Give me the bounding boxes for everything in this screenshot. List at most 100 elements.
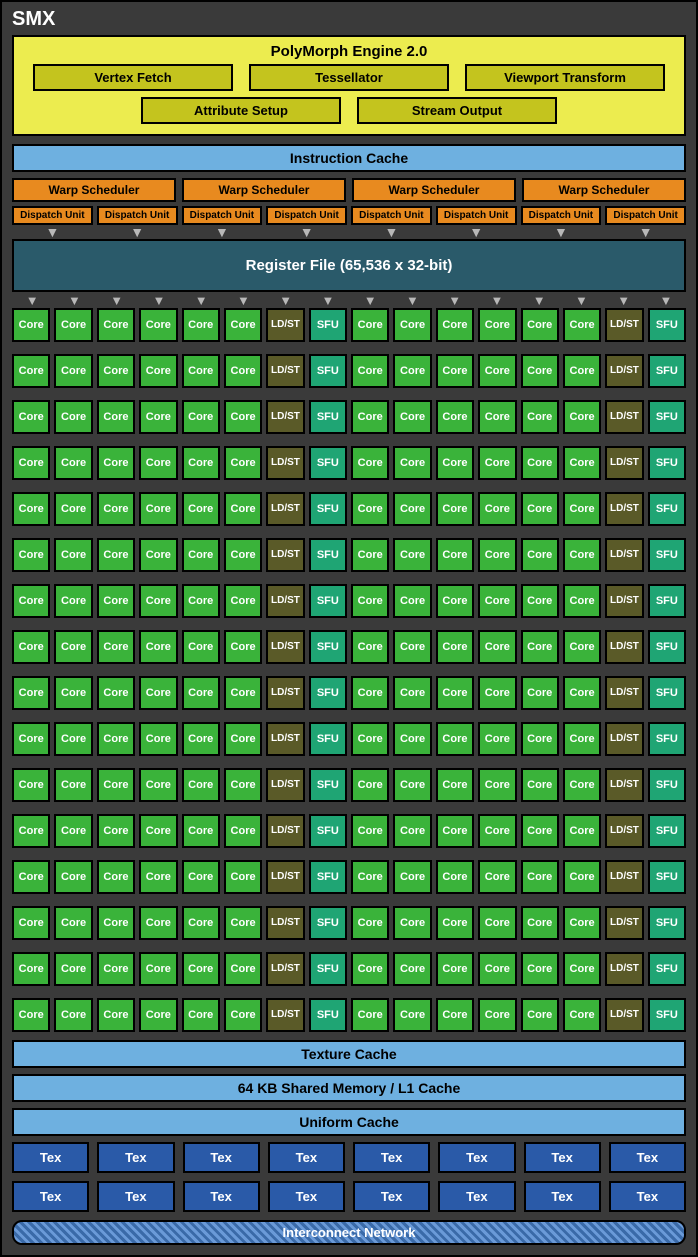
core-unit: Core <box>436 630 474 664</box>
core-unit: Core <box>139 906 177 940</box>
core-unit: Core <box>436 584 474 618</box>
core-unit: Core <box>12 400 50 434</box>
core-unit: Core <box>478 400 516 434</box>
ldst-unit: LD/ST <box>266 860 304 894</box>
core-unit: Core <box>54 814 92 848</box>
core-unit: Core <box>563 998 601 1032</box>
dispatch-unit: Dispatch Unit <box>12 206 93 225</box>
core-unit: Core <box>521 906 559 940</box>
arrow-down-icon: ▼ <box>350 296 390 306</box>
core-unit: Core <box>182 814 220 848</box>
core-unit: Core <box>97 814 135 848</box>
sfu-unit: SFU <box>648 906 686 940</box>
sfu-unit: SFU <box>309 446 347 480</box>
core-unit: Core <box>12 308 50 342</box>
core-unit: Core <box>182 906 220 940</box>
sfu-unit: SFU <box>309 584 347 618</box>
arrow-down-icon: ▼ <box>12 296 52 306</box>
dispatch-unit: Dispatch Unit <box>436 206 517 225</box>
core-unit: Core <box>393 630 431 664</box>
dispatch-unit-row: Dispatch UnitDispatch UnitDispatch UnitD… <box>12 206 686 225</box>
core-unit: Core <box>521 446 559 480</box>
core-unit: Core <box>393 860 431 894</box>
sfu-unit: SFU <box>648 308 686 342</box>
ldst-unit: LD/ST <box>266 400 304 434</box>
core-unit: Core <box>12 492 50 526</box>
sfu-unit: SFU <box>309 400 347 434</box>
core-unit: Core <box>563 400 601 434</box>
core-unit: Core <box>139 952 177 986</box>
core-unit: Core <box>224 584 262 618</box>
core-unit: Core <box>351 722 389 756</box>
sfu-unit: SFU <box>309 768 347 802</box>
core-unit: Core <box>139 584 177 618</box>
core-unit: Core <box>139 354 177 388</box>
core-unit: Core <box>97 354 135 388</box>
tex-unit: Tex <box>438 1181 515 1212</box>
core-unit: Core <box>139 492 177 526</box>
core-unit: Core <box>521 308 559 342</box>
ldst-unit: LD/ST <box>605 400 643 434</box>
sfu-unit: SFU <box>648 446 686 480</box>
core-unit: Core <box>182 446 220 480</box>
core-unit: Core <box>54 952 92 986</box>
core-unit: Core <box>224 492 262 526</box>
core-unit: Core <box>351 538 389 572</box>
dispatch-unit: Dispatch Unit <box>351 206 432 225</box>
ldst-unit: LD/ST <box>605 722 643 756</box>
sfu-unit: SFU <box>648 952 686 986</box>
ldst-unit: LD/ST <box>605 308 643 342</box>
ldst-unit: LD/ST <box>605 814 643 848</box>
polymorph-stage: Stream Output <box>357 97 557 124</box>
interconnect-network: Interconnect Network <box>12 1220 686 1245</box>
core-unit: Core <box>521 492 559 526</box>
core-unit: Core <box>97 768 135 802</box>
core-unit: Core <box>351 768 389 802</box>
core-unit: Core <box>224 446 262 480</box>
core-unit: Core <box>54 308 92 342</box>
warp-scheduler-row: Warp SchedulerWarp SchedulerWarp Schedul… <box>12 178 686 202</box>
warp-scheduler: Warp Scheduler <box>182 178 346 202</box>
arrow-down-icon: ▼ <box>181 296 221 306</box>
sfu-unit: SFU <box>309 354 347 388</box>
core-unit: Core <box>436 538 474 572</box>
core-unit: Core <box>12 630 50 664</box>
arrow-down-icon: ▼ <box>351 227 432 237</box>
core-unit: Core <box>54 768 92 802</box>
core-unit: Core <box>224 860 262 894</box>
core-unit: Core <box>97 538 135 572</box>
core-unit: Core <box>12 998 50 1032</box>
tex-unit: Tex <box>353 1142 430 1173</box>
core-unit: Core <box>139 308 177 342</box>
core-unit: Core <box>563 308 601 342</box>
core-unit: Core <box>97 584 135 618</box>
core-unit: Core <box>436 400 474 434</box>
dispatch-unit: Dispatch Unit <box>97 206 178 225</box>
core-unit: Core <box>436 998 474 1032</box>
core-unit: Core <box>224 952 262 986</box>
shared-memory: 64 KB Shared Memory / L1 Cache <box>12 1074 686 1102</box>
sfu-unit: SFU <box>648 722 686 756</box>
core-unit: Core <box>351 630 389 664</box>
dispatch-unit: Dispatch Unit <box>266 206 347 225</box>
core-unit: Core <box>97 906 135 940</box>
core-unit: Core <box>97 492 135 526</box>
core-unit: Core <box>521 768 559 802</box>
arrow-down-icon: ▼ <box>436 227 517 237</box>
core-unit: Core <box>139 814 177 848</box>
core-unit: Core <box>563 814 601 848</box>
core-unit: Core <box>182 768 220 802</box>
sfu-unit: SFU <box>648 676 686 710</box>
arrow-down-icon: ▼ <box>392 296 432 306</box>
arrow-down-icon: ▼ <box>266 296 306 306</box>
core-unit: Core <box>97 952 135 986</box>
core-unit: Core <box>521 354 559 388</box>
core-unit: Core <box>393 584 431 618</box>
core-unit: Core <box>351 354 389 388</box>
core-unit: Core <box>521 722 559 756</box>
sfu-unit: SFU <box>648 492 686 526</box>
core-unit: Core <box>139 400 177 434</box>
arrow-down-icon: ▼ <box>139 296 179 306</box>
core-unit: Core <box>97 722 135 756</box>
ldst-unit: LD/ST <box>266 952 304 986</box>
